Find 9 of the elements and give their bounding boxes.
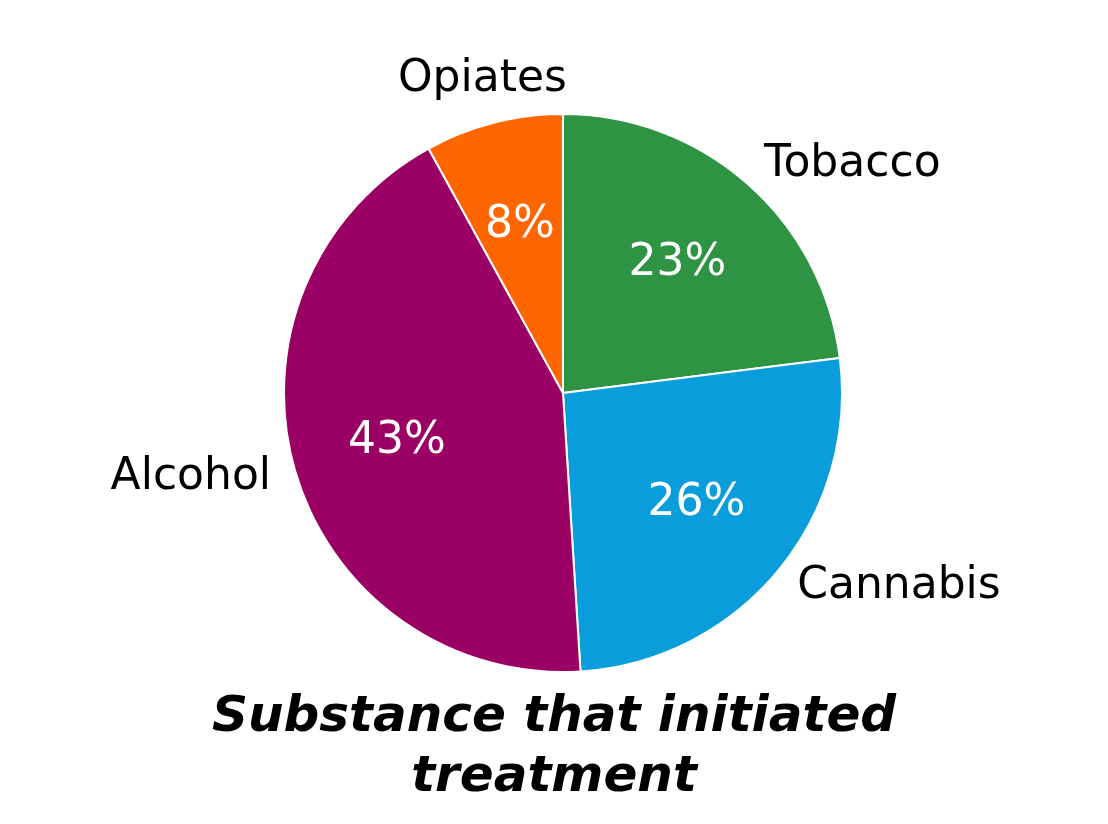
slice-label: Opiates	[397, 49, 567, 101]
slice-label: Cannabis	[797, 557, 1001, 609]
data-label: 43%	[347, 411, 446, 463]
data-label: 26%	[647, 473, 746, 525]
data-label: 8%	[485, 195, 555, 247]
slice-label: Tobacco	[763, 135, 941, 187]
text: Substance that initiated treatment	[210, 684, 898, 804]
slice-label: Alcohol	[110, 448, 272, 500]
data-label: 23%	[628, 233, 727, 285]
